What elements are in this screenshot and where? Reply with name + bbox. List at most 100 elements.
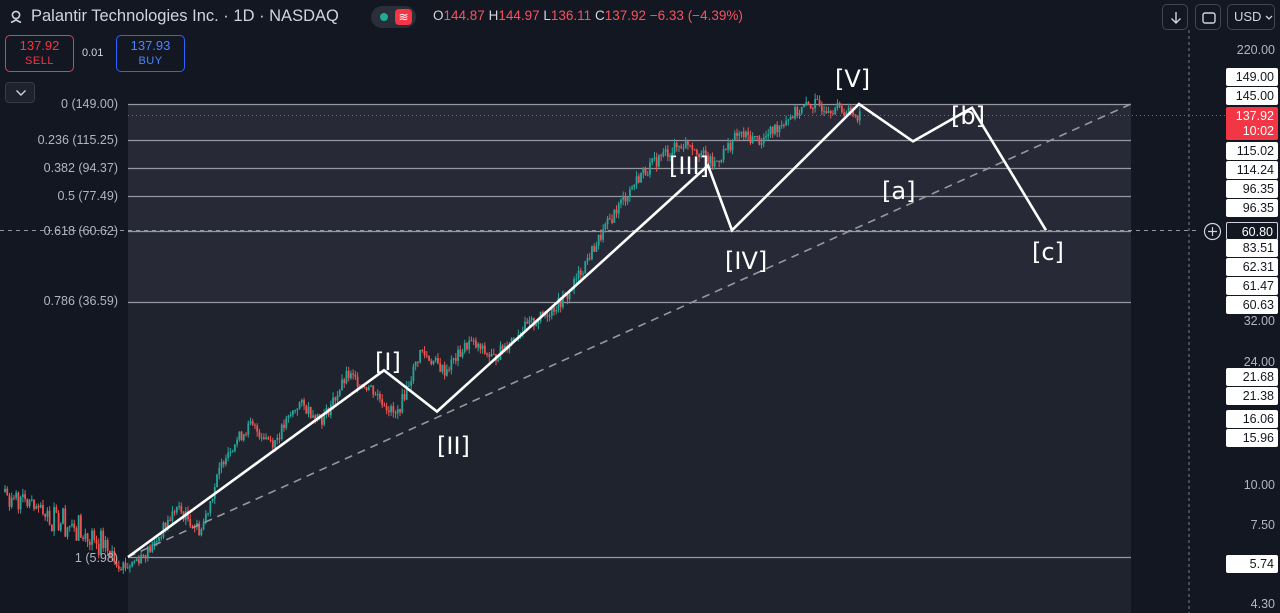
symbol-title[interactable]: Palantir Technologies Inc. · 1D · NASDAQ [31,7,339,25]
candle-body [82,537,85,540]
candle-body [622,196,625,200]
candle-body [347,370,350,379]
candle-body [716,160,718,162]
candle-body [617,203,620,214]
candle-body [838,103,841,107]
candle-body [807,101,810,105]
candle-body [633,184,636,188]
candle-body [111,550,114,557]
candle-body [526,321,529,324]
candle-body [387,410,390,413]
candle-body [307,406,310,414]
price-tag: 83.51 [1226,239,1278,257]
candle-body [291,410,294,415]
candle-body [57,512,60,531]
candle-body [736,132,738,136]
candle-body [169,519,172,521]
candle-body [356,376,359,387]
price-tag: 96.35 [1226,199,1278,217]
candle-body [713,161,716,167]
candle-body [445,369,448,376]
candle-body [593,246,596,252]
candle-body [653,157,656,159]
wave-label: [c] [1032,238,1064,266]
candle-body [568,290,571,300]
close-value: 137.92 [604,8,647,23]
candle-body [100,530,102,555]
add-alert-button[interactable] [1202,221,1223,242]
download-button[interactable] [1162,4,1188,30]
candle-body [492,353,495,355]
buy-button[interactable]: 137.93 BUY [116,35,185,72]
candle-body [441,364,444,372]
candle-body [675,143,678,147]
candle-body [155,541,158,543]
candle-body [722,149,725,160]
candle-body [77,515,80,541]
chevron-down-icon [16,90,26,96]
candle-body [490,353,493,357]
candle-body [468,340,471,350]
collapse-trade-panel-button[interactable] [5,82,35,103]
candle-body [582,273,584,275]
candle-body [691,145,694,150]
candle-body [428,356,430,361]
candle-body [640,172,642,183]
candle-body [655,157,658,167]
sell-button[interactable]: 137.92 SELL [5,35,74,72]
candle-body [548,315,551,317]
candle-body [678,146,680,148]
candle-body [106,540,109,551]
candle-body [133,561,136,563]
candle-body [738,133,741,136]
candle-body [624,196,627,202]
candle-body [463,342,466,353]
candle-body [626,196,629,202]
candle-body [126,567,129,569]
candle-body [680,146,683,149]
candle-body [651,158,654,163]
candle-body [834,107,837,115]
candle-body [615,209,618,214]
candle-body [454,358,457,361]
candle-body [854,114,857,116]
candle-body [73,523,76,529]
candle-body [135,559,138,562]
fib-label: 0.786 (36.59) [43,294,118,308]
candle-body [149,546,151,552]
candle-body [780,124,783,126]
wave-label: [a] [882,177,916,205]
candle-body [421,349,424,352]
candle-body [550,307,553,316]
candle-body [814,98,817,109]
candle-body [343,379,346,384]
wave-label: [III] [669,152,709,180]
candle-body [175,507,178,513]
candle-body [262,437,265,440]
candle-body [448,369,451,371]
candle-body [825,111,828,113]
wave-label: [II] [437,432,470,460]
candle-body [479,343,482,349]
candle-body [711,156,714,167]
market-status[interactable]: ≋ [371,6,416,28]
candle-body [59,523,62,531]
candle-body [405,385,408,400]
candle-body [30,499,33,501]
axis-label: 7.50 [1250,518,1275,532]
wave-label: [I] [375,348,401,376]
currency-selector[interactable]: USD [1227,4,1275,30]
candle-body [658,155,660,167]
candle-body [191,526,194,528]
candle-body [497,359,500,361]
candle-body [390,406,392,413]
candle-body [216,474,218,488]
axis-label: 24.00 [1243,355,1275,369]
candle-body [646,174,649,176]
fullscreen-button[interactable] [1195,4,1221,30]
candle-body [559,297,562,308]
candle-body [599,234,602,240]
candle-body [664,149,667,152]
candle-body [709,156,712,164]
